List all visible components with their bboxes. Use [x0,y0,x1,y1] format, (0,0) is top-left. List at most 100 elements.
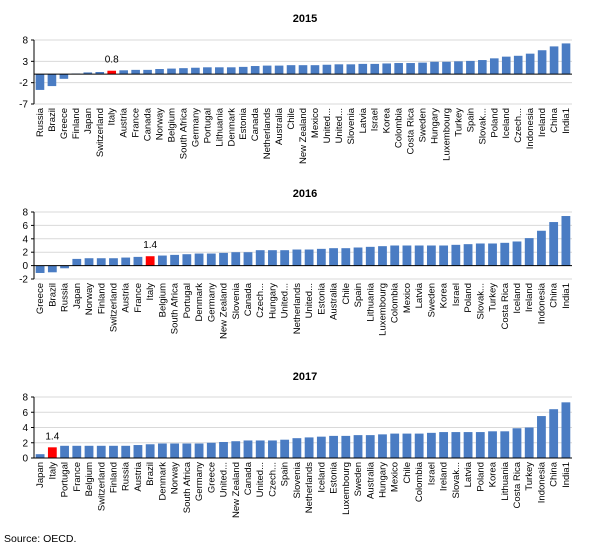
chart-2017-category-label: Japan [35,462,46,488]
chart-2016-bar [439,245,449,266]
chart-2016-category-label: China [549,282,560,308]
chart-2017-category-label: Iceland [316,462,327,493]
chart-2017-bar [378,434,387,458]
source-note: Source: OECD. [4,533,77,545]
chart-2017-bar [206,442,216,458]
chart-2016-category-label: Slovak... [475,283,486,319]
chart-2016-category-label: France [133,283,144,313]
chart-2017-bar [109,445,118,458]
chart-2015-y-tick-label: -7 [19,100,28,111]
chart-2017-bar [292,438,302,458]
chart-2017-bar [194,443,204,458]
chart-2016-bar [96,258,106,266]
chart-2017-bar [268,440,277,458]
chart-2017-bar [561,402,571,458]
chart-2016-bar [512,241,522,266]
chart-2017-bar [365,435,375,458]
chart-2017-category-label: Hungary [377,462,388,498]
chart-2016-bar [451,244,461,266]
chart-2015-bar [310,65,320,75]
chart-2017-bar [500,431,510,458]
chart-2016-bar [353,247,363,266]
chart-2015-y-tick-label: 3 [22,57,28,68]
chart-2016-category-label: Belgium [157,283,168,317]
chart-2017-category-label: Norway [170,462,181,494]
chart-2016-bar [537,230,546,266]
chart-2017-bar [341,435,351,458]
chart-2016-bar [231,252,241,266]
chart-2016-category-label: Iceland [512,283,523,314]
chart-2015-bar [107,70,117,75]
chart-2016-category-label: Colombia [390,282,401,323]
chart-2015-bar [358,63,368,75]
chart-2017-category-label: New Zealand [231,462,242,518]
chart-2015-bar [406,63,415,75]
chart-2015-bar [346,64,356,75]
chart-2015-category-label: Indonesia [525,107,536,149]
chart-2016-y-tick-label: 4 [22,234,28,245]
chart-2017-bar [488,431,497,458]
chart-2016-bar [72,258,82,266]
chart-2015-bar [537,50,547,75]
chart-2016-category-label: United... [304,283,315,318]
chart-2015-category-label: France [131,108,142,138]
chart-2016-bar [488,243,497,266]
chart-2016-bar [378,246,387,266]
chart-2015-bar [430,61,439,75]
chart-2015-category-label: Japan [83,108,94,134]
chart-2016-y-tick-label: 2 [22,248,28,259]
chart-2016-category-label: Brazil [47,283,58,307]
chart-2017-category-label: France [72,462,83,492]
chart-2017-category-label: Denmark [157,462,168,501]
chart-2015-bar [191,67,200,75]
chart-2016-category-label: Ireland [524,283,535,312]
chart-2017-category-label: Belgium [84,462,95,496]
chart-2015-bar [95,72,105,75]
chart-2015-bar [322,64,332,75]
chart-2016-category-label: Indonesia [536,282,547,324]
chart-2015-category-label: Russia [35,107,46,137]
chart-2015-data-label: 0.8 [105,55,119,66]
chart-2015-category-label: Hungary [430,108,441,144]
chart-2015-category-label: Denmark [226,108,237,147]
chart-2016-category-label: Poland [463,283,474,313]
chart-2015-category-label: Spain [465,108,476,132]
chart-2016-category-label: Sweden [426,283,437,317]
chart-2016-bar [133,256,143,266]
chart-2016-bar [402,245,412,266]
chart-2017-bar [47,447,57,458]
chart-2017-y-tick-label: 4 [22,423,28,434]
chart-2016-bar [365,246,375,266]
chart-2016-category-label: Netherlands [292,283,303,334]
chart-2015-category-label: Poland [489,108,500,138]
chart-2015-category-label: Canada [250,107,261,141]
chart-2017-category-label: South Africa [182,461,193,513]
chart-2016-category-label: India1 [561,283,572,309]
chart-2015-bar [143,69,152,75]
chart-2016-category-label: United... [280,283,291,318]
chart-2017-bar [157,443,167,458]
chart-2015-bar [238,66,248,75]
chart-2015-bar [442,61,451,75]
chart-2015-category-label: Canada [143,107,154,141]
chart-2016-category-label: Australia [329,282,340,320]
chart-2015-category-label: Mexico [310,108,321,138]
chart-2016-bar [47,265,57,273]
chart-2017-category-label: Spain [280,462,291,486]
chart-2016-bar [561,216,571,266]
chart-2015-bar [155,69,164,75]
chart-2016-category-label: Denmark [194,283,205,322]
chart-2017-category-label: India1 [561,462,572,488]
chart-2016-data-label: 1.4 [143,240,157,251]
chart-2016-title: 2016 [293,188,317,200]
chart-2015-category-label: Slovenia [346,107,357,144]
chart-2017-bar [96,445,106,458]
chart-2016-category-label: Finland [96,283,107,314]
chart-2016-category-label: Greece [35,283,46,314]
chart-2016-category-label: Italy [145,283,156,301]
chart-2016-bar [157,255,167,266]
chart-2015-bar [478,60,487,75]
chart-2015-category-label: Switzerland [95,108,106,157]
chart-2015-y-tick-label: 8 [22,36,28,47]
chart-2016-bar [255,250,265,266]
